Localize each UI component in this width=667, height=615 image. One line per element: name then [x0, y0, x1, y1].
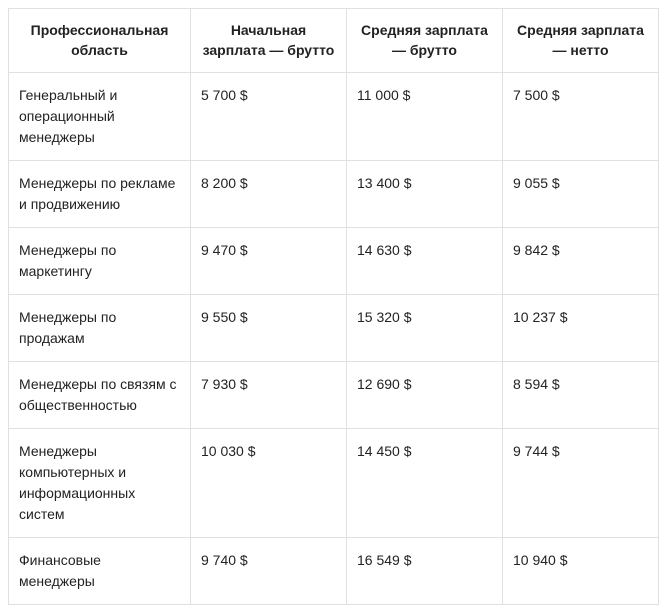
cell-start-gross: 9 550 $: [191, 295, 347, 362]
cell-avg-gross: 11 000 $: [347, 73, 503, 161]
cell-avg-gross: 14 450 $: [347, 429, 503, 538]
cell-start-gross: 9 740 $: [191, 538, 347, 605]
cell-field: Генеральный и операционный менеджеры: [9, 73, 191, 161]
table-row: Менеджеры по маркетингу 9 470 $ 14 630 $…: [9, 228, 659, 295]
cell-avg-net: 9 744 $: [503, 429, 659, 538]
col-header-field: Профессиональная область: [9, 9, 191, 73]
cell-field: Менеджеры по маркетингу: [9, 228, 191, 295]
col-header-start-gross: Начальная зарплата — брутто: [191, 9, 347, 73]
cell-start-gross: 10 030 $: [191, 429, 347, 538]
cell-avg-gross: 12 690 $: [347, 362, 503, 429]
cell-field: Финансовые менеджеры: [9, 538, 191, 605]
table-row: Менеджеры по связям с общественностью 7 …: [9, 362, 659, 429]
cell-start-gross: 9 470 $: [191, 228, 347, 295]
cell-avg-net: 10 237 $: [503, 295, 659, 362]
col-header-avg-net: Средняя зарплата — нетто: [503, 9, 659, 73]
table-row: Менеджеры компьютерных и информационных …: [9, 429, 659, 538]
cell-field: Менеджеры по рекламе и продвижению: [9, 161, 191, 228]
table-row: Менеджеры по рекламе и продвижению 8 200…: [9, 161, 659, 228]
cell-avg-gross: 13 400 $: [347, 161, 503, 228]
cell-start-gross: 5 700 $: [191, 73, 347, 161]
cell-start-gross: 8 200 $: [191, 161, 347, 228]
cell-avg-net: 8 594 $: [503, 362, 659, 429]
salary-table: Профессиональная область Начальная зарпл…: [8, 8, 659, 605]
cell-field: Менеджеры компьютерных и информационных …: [9, 429, 191, 538]
table-row: Менеджеры по продажам 9 550 $ 15 320 $ 1…: [9, 295, 659, 362]
cell-avg-net: 7 500 $: [503, 73, 659, 161]
table-row: Генеральный и операционный менеджеры 5 7…: [9, 73, 659, 161]
cell-avg-net: 9 055 $: [503, 161, 659, 228]
cell-start-gross: 7 930 $: [191, 362, 347, 429]
cell-field: Менеджеры по продажам: [9, 295, 191, 362]
cell-avg-gross: 14 630 $: [347, 228, 503, 295]
cell-avg-gross: 16 549 $: [347, 538, 503, 605]
table-row: Финансовые менеджеры 9 740 $ 16 549 $ 10…: [9, 538, 659, 605]
col-header-avg-gross: Средняя зарплата — брутто: [347, 9, 503, 73]
cell-avg-net: 9 842 $: [503, 228, 659, 295]
cell-field: Менеджеры по связям с общественностью: [9, 362, 191, 429]
table-header-row: Профессиональная область Начальная зарпл…: [9, 9, 659, 73]
cell-avg-net: 10 940 $: [503, 538, 659, 605]
cell-avg-gross: 15 320 $: [347, 295, 503, 362]
